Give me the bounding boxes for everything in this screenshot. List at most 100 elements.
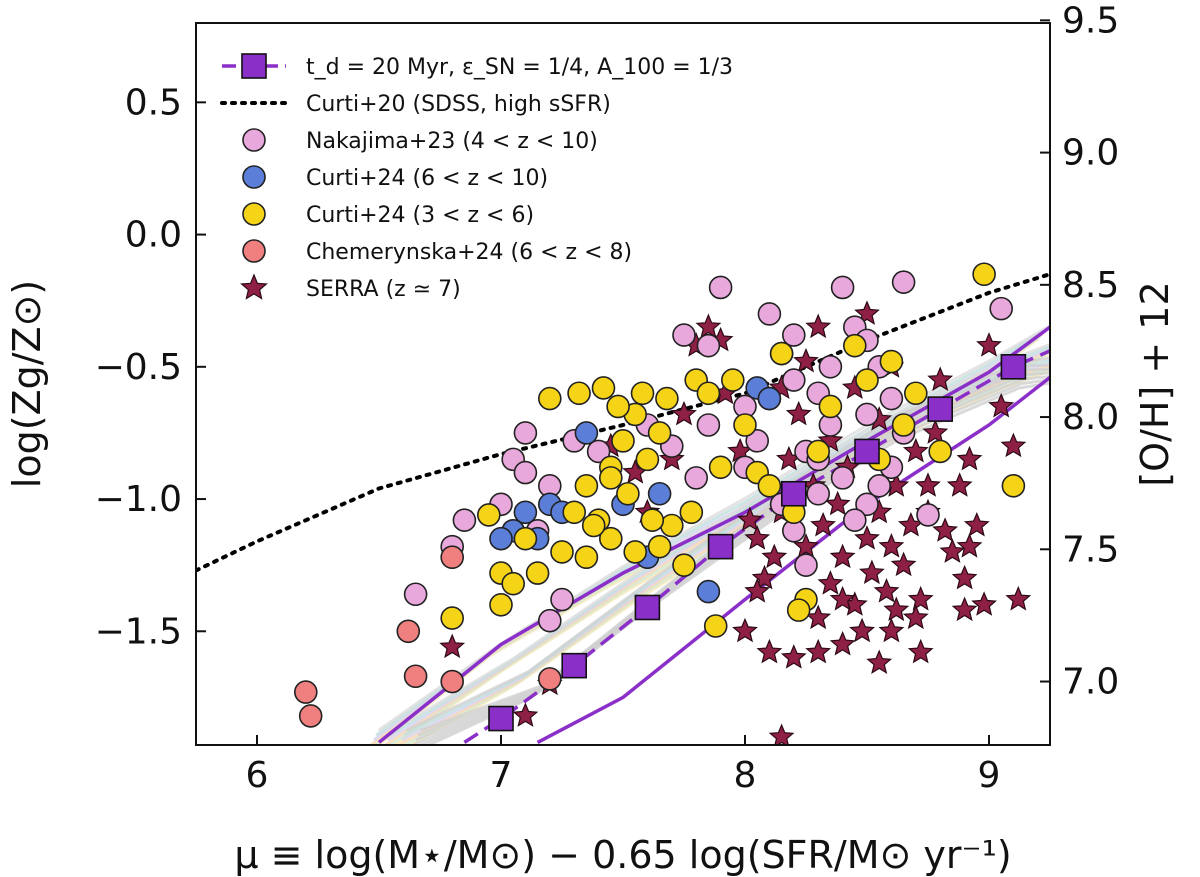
- x-tick-label: 9: [978, 755, 1001, 796]
- y2-tick-label: 8.0: [1062, 397, 1119, 438]
- curti24-lowz-point: [647, 421, 672, 445]
- curti24-lowz-point: [550, 540, 574, 564]
- nakajima-point: [781, 323, 806, 347]
- nakajima-point: [403, 582, 428, 607]
- serra-star: [737, 506, 763, 532]
- curti24-lowz-point: [703, 614, 728, 638]
- serra-star: [971, 591, 997, 616]
- curti24-lowz-point: [879, 349, 904, 374]
- curti24-lowz-point: [733, 413, 757, 437]
- serra-star: [946, 472, 973, 497]
- serra-star: [732, 617, 758, 643]
- curti24-lowz-point: [806, 439, 831, 464]
- curti24-lowz-point: [647, 534, 672, 559]
- serra-star: [810, 511, 836, 537]
- legend-entry-curti20: Curti+20 (SDSS, high sSFR): [220, 92, 611, 117]
- serra-star: [793, 533, 819, 558]
- legend-label: Nakajima+23 (4 < z < 10): [306, 129, 598, 154]
- legend-circle: [242, 239, 266, 263]
- curti24-highz-point: [757, 386, 782, 411]
- legend-circle: [242, 202, 266, 226]
- curti24-lowz-point: [891, 413, 916, 437]
- serra-star: [744, 578, 771, 603]
- y2-tick-label: 9.0: [1062, 133, 1119, 174]
- chemerynska-point: [403, 664, 428, 689]
- model-marker: [634, 594, 661, 621]
- y2-axis-label: [O/H] + 12: [1133, 281, 1177, 486]
- curti24-lowz-point: [769, 341, 794, 366]
- nakajima-point: [696, 413, 721, 437]
- chemerynska-point: [440, 545, 465, 570]
- serra-star: [829, 630, 856, 656]
- curti24-lowz-point: [501, 571, 526, 596]
- serra-star: [902, 604, 929, 630]
- curti24-lowz-point: [635, 447, 660, 472]
- serra-star: [883, 596, 910, 622]
- serra-star: [951, 564, 978, 590]
- y2-tick-label: 7.5: [1062, 529, 1119, 570]
- serra-star: [695, 313, 722, 339]
- curti24-lowz-point: [574, 474, 599, 498]
- nakajima-point: [855, 402, 879, 427]
- curti24-lowz-point: [598, 526, 623, 551]
- legend: t_d = 20 Myr, ε_SN = 1/4, A_100 = 1/3 Cur…: [220, 53, 733, 302]
- nakajima-point: [684, 466, 709, 490]
- chemerynska-point: [537, 667, 562, 691]
- nakajima-point: [672, 323, 696, 347]
- serra-star: [927, 366, 954, 391]
- serra-star: [793, 347, 819, 373]
- serra-star: [915, 472, 941, 497]
- nakajima-point: [916, 503, 940, 527]
- legend-star: [240, 273, 268, 300]
- legend-entry-serra: SERRA (z ≃ 7): [240, 273, 461, 302]
- plot-frame: [195, 22, 1051, 746]
- serra-star: [907, 638, 934, 664]
- serra-star: [963, 511, 990, 537]
- x-tick-label: 7: [490, 755, 513, 796]
- curti24-lowz-point: [567, 381, 591, 406]
- curti24-lowz-point: [591, 376, 616, 400]
- chemerynska-point: [440, 669, 465, 694]
- curti24-lowz-point: [1001, 474, 1026, 498]
- y2-tick-label: 8.5: [1062, 265, 1119, 306]
- legend-entry-nakajima: Nakajima+23 (4 < z < 10): [242, 128, 598, 154]
- nakajima-point: [696, 333, 721, 358]
- curti24-lowz-point: [972, 262, 996, 287]
- legend-model-square: [241, 53, 267, 79]
- nakajima-point: [757, 302, 782, 326]
- plot-area: [196, 262, 1050, 745]
- y-axis-label: log(Zg/Z⊙): [5, 280, 49, 488]
- serra-star: [817, 570, 844, 595]
- x-tick-label: 8: [734, 755, 757, 796]
- curti24-lowz-point: [574, 545, 599, 570]
- curti20-line: [196, 272, 1050, 573]
- curti24-lowz-point: [476, 503, 501, 527]
- curti24-lowz-point: [855, 368, 879, 392]
- serra-star: [829, 543, 856, 569]
- model-marker: [780, 480, 807, 507]
- x-tick-label: 6: [246, 755, 269, 796]
- serra-star: [890, 551, 917, 577]
- serra-star: [756, 638, 783, 664]
- legend-entry-chemerynska: Chemerynska+24 (6 < z < 8): [242, 239, 632, 265]
- curti24-lowz-point: [679, 500, 704, 525]
- y-tick-label: 0.0: [125, 215, 182, 256]
- curti24-highz-point: [513, 500, 538, 525]
- serra-star: [932, 517, 958, 542]
- curti24-highz-point: [574, 421, 599, 445]
- nakajima-point: [867, 474, 892, 498]
- serra-star: [849, 617, 875, 643]
- model-upper-line: [377, 325, 1050, 744]
- nakajima-point: [781, 368, 806, 392]
- chemerynska-point: [293, 680, 318, 704]
- serra-star: [1005, 585, 1032, 611]
- legend-entry-model: t_d = 20 Myr, ε_SN = 1/4, A_100 = 1/3: [222, 53, 733, 80]
- serra-star: [780, 644, 807, 669]
- nakajima-point: [586, 439, 611, 464]
- nakajima-point: [842, 508, 867, 533]
- legend-label: Curti+24 (3 < z < 6): [306, 203, 534, 228]
- nakajima-point: [452, 508, 477, 533]
- curti24-highz-point: [696, 579, 721, 604]
- legend-circle: [242, 165, 266, 189]
- curti24-lowz-point: [440, 606, 465, 630]
